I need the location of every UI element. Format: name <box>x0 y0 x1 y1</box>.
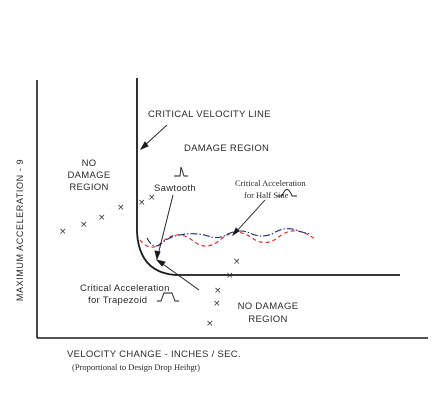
trapezoid-label: Critical Acceleration for Trapezoid <box>80 283 170 306</box>
no-damage-right-line: NO DAMAGE <box>238 301 299 312</box>
data-marker: × <box>98 213 106 223</box>
half-sine-pulse-icon <box>277 189 297 197</box>
data-marker: × <box>138 198 146 208</box>
damage-boundary-line <box>136 78 400 276</box>
data-marker: × <box>206 319 214 329</box>
sawtooth-pulse-icon <box>174 166 188 177</box>
damage-region-label: DAMAGE REGION <box>184 143 269 154</box>
trapezoid-label-line: for Trapezoid <box>88 295 147 306</box>
no-damage-left-line: NO <box>82 158 97 169</box>
trapezoid-arrow <box>155 259 200 291</box>
trapezoid-label-line: Critical Acceleration <box>80 283 170 294</box>
sawtooth-arrow <box>154 194 174 261</box>
trapezoid-pulse-icon <box>157 292 179 302</box>
data-marker: × <box>59 227 67 237</box>
no-damage-left-line: DAMAGE <box>68 170 111 181</box>
data-marker: × <box>148 193 156 203</box>
critical-velocity-arrow <box>139 124 168 150</box>
no-damage-right-label: NO DAMAGE REGION <box>238 301 299 325</box>
half-sine-label-line: Critical Acceleration <box>235 178 306 188</box>
x-axis-sublabel: (Proportional to Design Drop Heihgt) <box>72 362 200 372</box>
half-sine-curve <box>139 230 317 248</box>
y-axis-label: MAXIMUM ACCELERATION - 9 <box>15 159 25 301</box>
data-marker: × <box>80 220 88 230</box>
no-damage-left-line: REGION <box>69 182 108 193</box>
data-marker: × <box>117 203 125 213</box>
data-marker: × <box>214 286 222 296</box>
data-markers: × × × × × × × × × × × <box>59 193 241 329</box>
half-sine-label-line: for Half Sine <box>244 190 289 200</box>
no-damage-left-label: NO DAMAGE REGION <box>68 158 111 193</box>
data-marker: × <box>233 257 241 267</box>
data-marker: × <box>226 271 234 281</box>
critical-velocity-label: CRITICAL VELOCITY LINE <box>148 109 271 120</box>
data-marker: × <box>213 299 221 309</box>
sawtooth-label: Sawtooth <box>154 183 196 194</box>
no-damage-right-line: REGION <box>248 314 287 325</box>
x-axis-label: VELOCITY CHANGE - INCHES / SEC. <box>67 349 241 360</box>
half-sine-label: Critical Acceleration for Half Sine <box>235 178 306 200</box>
sawtooth-curve <box>146 228 311 247</box>
half-sine-arrow <box>231 199 266 237</box>
